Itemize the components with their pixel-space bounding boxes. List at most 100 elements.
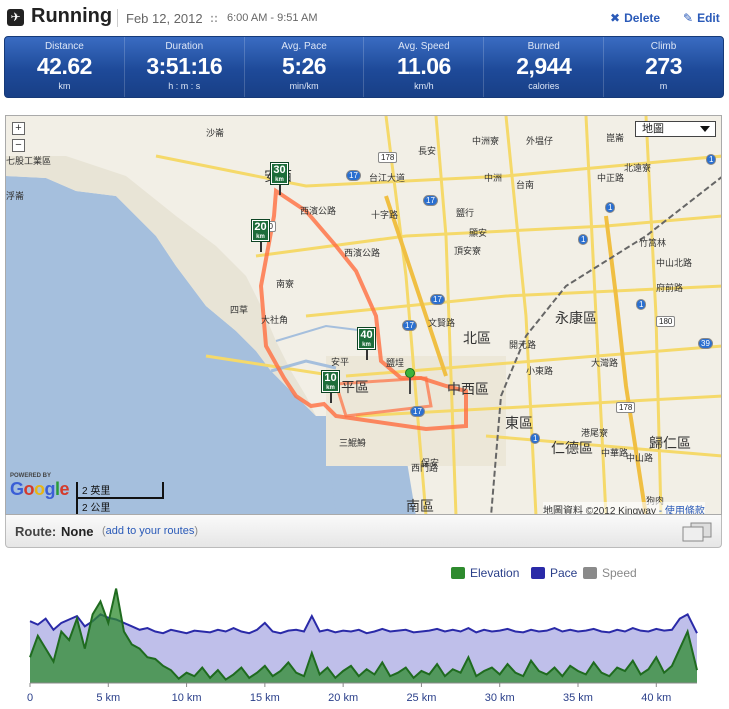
route-value: None — [61, 524, 94, 539]
map-place-label: 小東路 — [526, 366, 554, 376]
stat-burned: Burned 2,944 calories — [484, 37, 605, 97]
stat-distance: Distance 42.62 km — [5, 37, 125, 97]
legend-swatch — [531, 567, 545, 579]
route-bar: Route: None (add to your routes) — [5, 515, 722, 548]
x-tick-label: 15 km — [250, 692, 280, 704]
km-marker-stem — [260, 242, 262, 252]
stat-value: 5:26 — [282, 53, 327, 79]
legend-swatch — [451, 567, 465, 579]
google-wordmark: Google — [10, 479, 70, 499]
delete-label: Delete — [624, 11, 661, 25]
map-place-label: 狗肉 — [646, 496, 665, 506]
route-map[interactable]: 安西沙崙七股工業區浮崙四草大社角南寮安平平區三鯤鯓中西區北區東區南區仁德區永康區… — [5, 115, 722, 515]
scale-miles: 2 英里 — [76, 482, 164, 499]
stat-unit: calories — [528, 81, 560, 91]
km-marker-number: 40 — [360, 329, 373, 341]
zoom-in-button[interactable]: + — [12, 122, 25, 135]
km-marker-40[interactable]: 40 km — [357, 327, 376, 360]
map-place-label: 南寮 — [276, 279, 295, 289]
legend-pace[interactable]: Pace — [531, 566, 577, 580]
stats-bar: Distance 42.62 km Duration 3:51:16 h : m… — [4, 36, 724, 98]
map-place-label: 永康區 — [555, 310, 597, 326]
route-path[interactable] — [258, 187, 468, 432]
km-marker-unit: km — [362, 342, 371, 348]
legend-speed[interactable]: Speed — [583, 566, 637, 580]
coastal-land — [6, 156, 316, 416]
highways — [384, 195, 648, 514]
km-marker-30[interactable]: 30 km — [270, 162, 289, 195]
stat-value: 11.06 — [397, 53, 451, 79]
terms-link[interactable]: - 使用條款 — [658, 506, 705, 515]
map-place-label: 四草 — [230, 305, 249, 315]
map-place-label: 西門路 — [411, 463, 439, 473]
stat-value: 3:51:16 — [146, 53, 223, 79]
map-place-label: 歸仁區 — [649, 435, 691, 451]
map-place-label: 西濱公路 — [300, 206, 337, 216]
divider — [117, 9, 118, 27]
google-logo[interactable]: POWERED BY Google — [10, 473, 70, 500]
map-place-label: 崑崙 — [606, 133, 625, 143]
time-separator: :: — [210, 11, 218, 25]
x-tick-label: 30 km — [485, 692, 515, 704]
map-place-label: 中洲 — [484, 173, 503, 183]
activity-date: Feb 12, 2012 — [126, 11, 203, 26]
zoom-out-button[interactable]: − — [12, 139, 25, 152]
map-place-label: 府前路 — [656, 283, 684, 293]
river — [270, 359, 337, 373]
major-roads — [155, 116, 721, 514]
map-place-label: 鹽行 — [456, 208, 475, 218]
start-pin-icon[interactable] — [405, 368, 415, 378]
x-tick-label: 35 km — [563, 692, 593, 704]
delete-button[interactable]: ✖ Delete — [610, 11, 660, 25]
road-number-badge: 17 — [430, 294, 445, 305]
map-place-label: 台江大道 — [369, 173, 406, 183]
stat-avg-pace: Avg. Pace 5:26 min/km — [245, 37, 365, 97]
add-route-link[interactable]: add to your routes — [105, 525, 195, 537]
expand-map-icon[interactable] — [682, 522, 712, 542]
km-marker-unit: km — [275, 177, 284, 183]
map-place-label: 浮崙 — [6, 191, 25, 201]
map-place-label: 保安 — [421, 458, 440, 468]
route-loop[interactable] — [334, 376, 433, 418]
stat-label: Avg. Pace — [281, 41, 327, 52]
stat-value: 42.62 — [36, 53, 93, 79]
road-number-badge: 180 — [656, 316, 676, 327]
edit-button[interactable]: ✎ Edit — [683, 11, 720, 25]
pin-stem — [409, 378, 411, 394]
map-place-label: 中山北路 — [656, 258, 693, 268]
edit-label: Edit — [697, 11, 720, 25]
map-place-label: 中正路 — [597, 173, 625, 183]
map-place-label: 鹽埕 — [386, 358, 405, 368]
km-marker-20[interactable]: 20 km — [251, 219, 270, 252]
map-place-label: 西濱公路 — [344, 248, 381, 258]
sea-area — [6, 176, 416, 514]
road-number-badge: 17 — [423, 195, 438, 206]
x-tick-label: 20 km — [328, 692, 358, 704]
road-number-badge: 39 — [698, 338, 713, 349]
pencil-icon: ✎ — [683, 11, 694, 25]
map-canvas[interactable] — [6, 116, 722, 515]
map-place-label: 港尾寮 — [581, 428, 609, 438]
map-place-label: 七股工業區 — [6, 156, 52, 166]
railway — [490, 176, 721, 514]
map-place-label: 三鯤鯓 — [339, 438, 367, 448]
activity-chart[interactable]: 0 5 km 10 km 15 km 20 km 25 km 30 km 35 km 40 km — [0, 575, 729, 709]
legend-elevation[interactable]: Elevation — [451, 566, 519, 580]
map-type-select[interactable]: 地圖 — [635, 121, 716, 137]
activity-time-range: 6:00 AM - 9:51 AM — [227, 12, 318, 24]
road-number-badge: 17 — [346, 170, 361, 181]
road-number-badge: 1 — [578, 234, 589, 245]
km-marker-number: 10 — [324, 372, 337, 384]
pace-series-line — [29, 612, 698, 635]
km-marker-10[interactable]: 10 km — [321, 370, 340, 403]
stat-label: Duration — [165, 41, 204, 52]
route-label: Route: — [15, 524, 57, 539]
map-place-label: 文賢路 — [428, 318, 456, 328]
road-number-badge: 1 — [605, 202, 616, 213]
stat-unit: km/h — [414, 81, 434, 91]
road-number-badge: 178 — [616, 402, 636, 413]
map-place-label: 台南 — [516, 180, 535, 190]
chevron-down-icon — [700, 126, 710, 132]
map-attribution: 地圖資料 ©2012 Kingway - 使用條款 — [543, 502, 705, 515]
